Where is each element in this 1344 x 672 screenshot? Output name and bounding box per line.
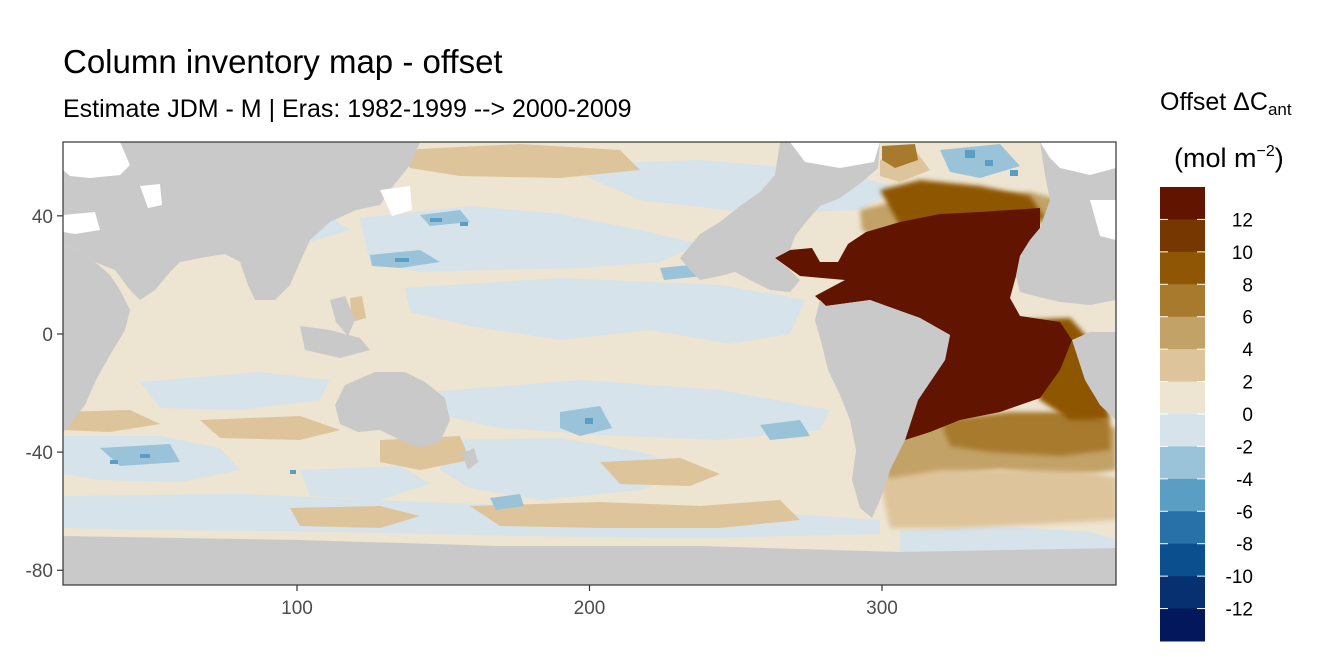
legend-color-swatch [1160, 316, 1205, 350]
land-masses [63, 142, 1116, 585]
legend-title-prefix: Offset ΔC [1160, 88, 1268, 116]
legend-color-swatch [1160, 446, 1205, 480]
legend-color-swatch [1160, 219, 1205, 253]
legend-label: 10 [1232, 243, 1253, 264]
y-tick-label: 0 [42, 325, 53, 346]
legend-color-swatch [1160, 543, 1205, 577]
legend-color-swatch [1160, 511, 1205, 545]
plot-subtitle: Estimate JDM - M | Eras: 1982-1999 --> 2… [63, 95, 632, 123]
legend-color-swatch [1160, 414, 1205, 447]
legend-label: -8 [1236, 535, 1253, 556]
legend-title: Offset ΔCant [1160, 86, 1292, 126]
legend-unit-suffix: ) [1274, 143, 1284, 173]
legend-unit-superscript: −2 [1256, 143, 1275, 160]
legend-labels: 12 10 8 6 4 2 0 -2 -4 -6 -8 -10 -12 [1160, 210, 1253, 621]
legend-label: -4 [1236, 470, 1253, 491]
legend-label: -12 [1226, 600, 1253, 621]
dark-blue-speckles [110, 150, 1018, 474]
legend-color-swatch [1160, 284, 1205, 318]
legend-color-swatch [1160, 187, 1205, 220]
legend-label: -2 [1236, 437, 1253, 458]
legend-label: 4 [1242, 340, 1253, 361]
legend-color-swatch [1160, 478, 1205, 512]
y-tick-label: -80 [26, 561, 53, 582]
legend-color-swatch [1160, 576, 1205, 610]
legend-unit-prefix: (mol m [1174, 143, 1257, 173]
legend-label: 2 [1242, 373, 1253, 394]
atlantic-offset [775, 144, 1116, 528]
tan-bands [63, 144, 800, 528]
x-tick-label: 200 [574, 598, 606, 619]
map-panel [63, 142, 1116, 585]
legend-label: -6 [1236, 502, 1253, 523]
legend-label: 0 [1242, 405, 1253, 426]
x-tick-label: 100 [281, 598, 313, 619]
y-tick-label: 40 [32, 207, 53, 228]
legend-color-swatch [1160, 381, 1205, 415]
legend-color-swatch [1160, 349, 1205, 383]
legend-colorbar [1160, 187, 1205, 642]
legend-label: 12 [1232, 210, 1253, 231]
no-data-regions [63, 142, 1116, 240]
legend-color-swatch [1160, 251, 1205, 285]
legend-label: 8 [1242, 275, 1253, 296]
legend-unit: (mol m−2) [1174, 135, 1284, 175]
legend-label: -10 [1226, 567, 1253, 588]
y-axis: 40 0 -40 -80 [26, 207, 63, 582]
plot-title: Column inventory map - offset [63, 43, 503, 80]
legend-title-subscript: ant [1267, 100, 1292, 119]
legend-color-swatch [1160, 608, 1205, 642]
y-tick-label: -40 [26, 443, 53, 464]
legend-label: 6 [1242, 308, 1253, 329]
x-axis: 100 200 300 [281, 585, 898, 619]
x-tick-label: 300 [866, 598, 898, 619]
